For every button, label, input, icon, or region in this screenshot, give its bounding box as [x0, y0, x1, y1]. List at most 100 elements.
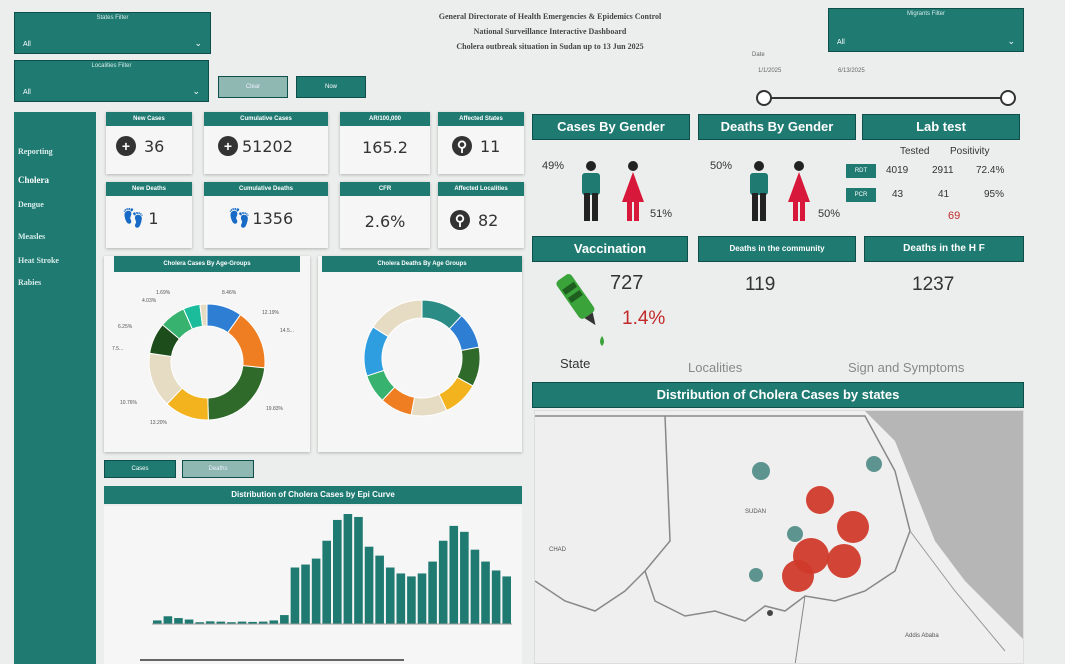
affected-states-value: 11 [480, 136, 501, 156]
sidebar-item-cholera[interactable]: Cholera [18, 175, 49, 185]
epi-bar[interactable] [258, 621, 268, 624]
map-bubble[interactable] [749, 568, 763, 582]
migrants-filter[interactable]: Migrants Filter All ⌄ [828, 8, 1024, 52]
donut-label: 8.46% [222, 290, 237, 296]
donut-segment[interactable] [207, 365, 266, 421]
epi-bar[interactable] [481, 561, 490, 624]
age-cases-donut: 1.69% 8.46% 4.03% 12.19% 6.25% 14.5... 7.5... 1… [112, 290, 294, 426]
map-bubble[interactable] [787, 526, 803, 542]
now-button[interactable]: Now [296, 76, 366, 98]
epi-bar[interactable] [502, 576, 511, 624]
map-bubble[interactable] [806, 486, 834, 514]
migrants-filter-label: Migrants Filter [906, 11, 945, 17]
eastern-border [909, 530, 1006, 652]
epi-bar[interactable] [407, 576, 416, 624]
age-deaths-panel: Cholera Deaths By Age Groups [318, 256, 522, 452]
chevron-down-icon: ⌄ [192, 86, 200, 96]
epi-bar[interactable] [417, 573, 427, 624]
epi-bar[interactable] [449, 525, 459, 624]
tab-localities[interactable]: Localities [688, 360, 743, 375]
epi-bar[interactable] [184, 619, 194, 624]
epi-bar[interactable] [301, 564, 310, 624]
map-bubble[interactable] [866, 456, 882, 472]
epi-bar[interactable] [205, 621, 215, 624]
male-icon [582, 161, 600, 221]
epi-bar[interactable] [280, 615, 289, 624]
deaths-community-value: 119 [745, 274, 776, 295]
epi-bar[interactable] [174, 618, 183, 624]
sidebar-item-dengue[interactable]: Dengue [18, 200, 44, 209]
epi-bar[interactable] [354, 516, 363, 624]
locality-filter-value: All [23, 89, 31, 96]
epi-bar[interactable] [248, 621, 257, 624]
cumulative-cases-card: Cumulative Cases + 51202 [204, 112, 328, 174]
epi-bar[interactable] [396, 573, 406, 624]
epi-bar[interactable] [311, 558, 321, 624]
donut-segment[interactable] [372, 299, 423, 338]
epi-bar[interactable] [470, 549, 480, 624]
map-bubble[interactable] [837, 511, 869, 543]
map-bubble[interactable] [767, 610, 773, 616]
new-cases-card: New Cases + 36 [106, 112, 192, 174]
slider-handle-end[interactable] [1000, 90, 1016, 106]
map-bubble[interactable] [827, 544, 861, 578]
lab-test-panel: Tested Positivity RDT 4019 2911 72.4% PC… [846, 144, 1022, 230]
lab-row-rdt: RDT 4019 2911 72.4% [846, 164, 1022, 180]
epi-bar[interactable] [428, 561, 437, 624]
tab-deaths[interactable]: Deaths [182, 460, 254, 478]
epi-bar[interactable] [269, 620, 279, 624]
epi-bar[interactable] [385, 567, 395, 624]
clear-button[interactable]: Clear [218, 76, 288, 98]
map-title: Distribution of Cholera Cases by states [532, 382, 1024, 408]
state-filter-label: States Filter [96, 15, 129, 21]
attack-rate-value: 165.2 [362, 138, 408, 157]
epi-bar[interactable] [343, 514, 353, 624]
date-slider[interactable]: Date 1/1/2025 6/13/2025 [752, 52, 1022, 108]
epi-bar[interactable] [153, 620, 162, 624]
epi-bar[interactable] [195, 622, 204, 624]
map-bubble[interactable] [752, 462, 770, 480]
lab-rdt-tested: 4019 [886, 165, 909, 176]
epi-bar[interactable] [333, 519, 342, 624]
donut-label: 7.5... [112, 346, 123, 352]
sidebar-nav: Reporting Cholera Dengue Measles Heat St… [14, 112, 96, 294]
vaccine-dropper-icon [556, 274, 604, 346]
tab-cases[interactable]: Cases [104, 460, 176, 478]
sidebar-item-reporting[interactable]: Reporting [18, 147, 53, 156]
epi-bar[interactable] [322, 540, 331, 624]
epi-curve-chart [104, 506, 522, 664]
epi-bar[interactable] [438, 540, 448, 624]
donut-segment[interactable] [199, 303, 208, 327]
vaccination-percent: 1.4% [622, 308, 666, 329]
header-line-2: National Surveillance Interactive Dashbo… [473, 27, 627, 36]
header-line-1: General Directorate of Health Emergencie… [438, 12, 662, 21]
epi-bar[interactable] [290, 567, 300, 624]
epi-bar[interactable] [163, 616, 173, 624]
age-cases-title: Cholera Cases By Age-Groups [114, 256, 300, 272]
epi-bar[interactable] [491, 570, 501, 624]
tab-symptoms[interactable]: Sign and Symptoms [848, 360, 965, 375]
age-deaths-title: Cholera Deaths By Age Groups [322, 256, 522, 272]
state-filter[interactable]: States Filter All ⌄ [14, 12, 211, 54]
map-panel[interactable]: SUDAN CHAD Addis Ababa [534, 410, 1024, 664]
epi-curve-svg [140, 514, 512, 661]
epi-bar[interactable] [216, 621, 226, 624]
location-pin-icon: ⚲ [450, 210, 470, 230]
sidebar-item-heat-stroke[interactable]: Heat Stroke [18, 256, 59, 265]
epi-bar[interactable] [364, 546, 374, 624]
epi-bar[interactable] [375, 555, 384, 624]
donut-label: 19.83% [266, 406, 284, 412]
map-bubble[interactable] [782, 560, 814, 592]
slider-handle-start[interactable] [756, 90, 772, 106]
epi-bar[interactable] [227, 622, 236, 624]
cfr-value: 2.6% [364, 212, 406, 231]
new-deaths-value: 1 [148, 209, 159, 228]
locality-filter[interactable]: Localities Filter All ⌄ [14, 60, 209, 102]
epi-bar[interactable] [237, 621, 247, 624]
sidebar-item-measles[interactable]: Measles [18, 232, 46, 241]
epi-bar[interactable] [460, 531, 469, 624]
age-cases-panel: Cholera Cases By Age-Groups 1.69% 8.46% 4.… [104, 256, 310, 452]
tab-state[interactable]: State [560, 356, 591, 371]
cumulative-deaths-card: Cumulative Deaths 👣 1356 [204, 182, 328, 248]
sidebar-item-rabies[interactable]: Rabies [18, 278, 42, 287]
